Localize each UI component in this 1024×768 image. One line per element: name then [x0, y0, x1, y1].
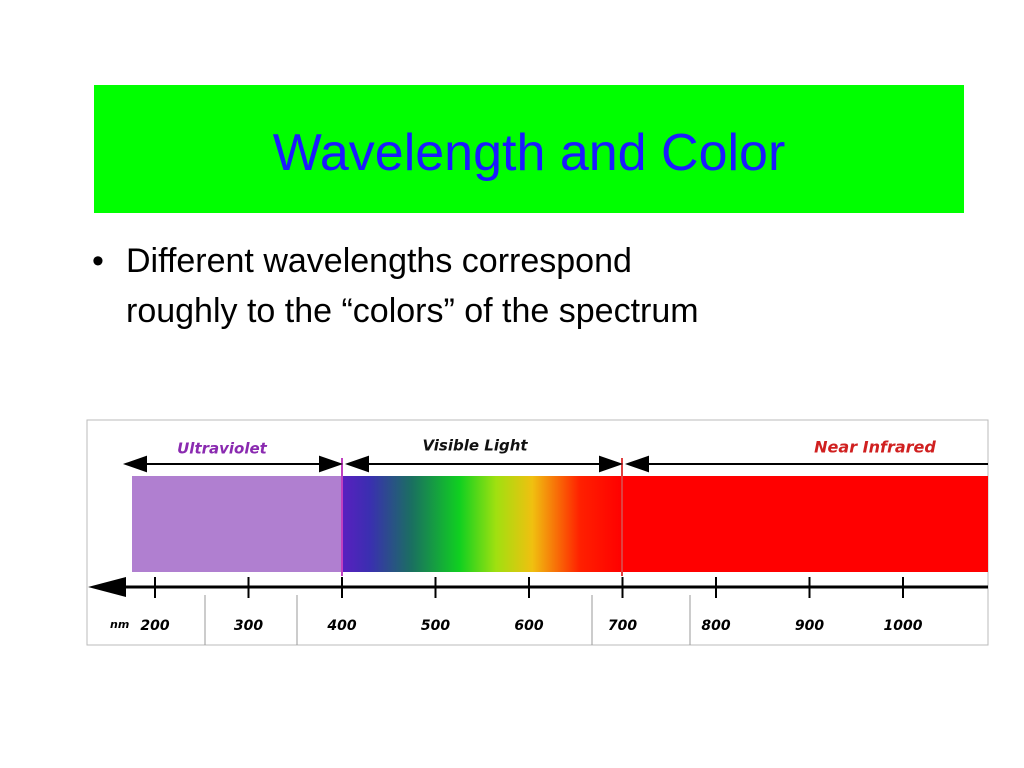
- tick-label: 1000: [884, 618, 923, 634]
- tick-label: 700: [608, 618, 637, 634]
- title-box: Wavelength and Color: [94, 85, 964, 213]
- axis-arrow: [88, 577, 126, 597]
- tick-label: 300: [234, 618, 263, 634]
- visible-band: [342, 476, 622, 572]
- region-label: Visible Light: [422, 437, 528, 455]
- separators: [204, 595, 691, 645]
- tick-label: 200: [140, 618, 169, 634]
- tick-label: 900: [795, 618, 824, 634]
- bullet-line: Different wavelengths correspond: [126, 242, 632, 280]
- tick-label: 800: [701, 618, 730, 634]
- tick-label: 600: [514, 618, 543, 634]
- region-arrows: [122, 455, 988, 473]
- ir-band: [622, 476, 988, 572]
- tick-label: 400: [326, 618, 356, 634]
- region-label: Ultraviolet: [177, 440, 268, 458]
- title: Wavelength and Color: [272, 124, 786, 182]
- bullet: • Different wavelengths correspond rough…: [92, 236, 699, 336]
- bullet-text: Different wavelengths correspond roughly…: [126, 236, 699, 336]
- bullet-dot: •: [92, 242, 104, 280]
- bullet-line: roughly to the “colors” of the spectrum: [126, 292, 699, 330]
- region-label: Near Infrared: [814, 438, 936, 457]
- uv-band: [132, 476, 342, 572]
- tick-label: 500: [421, 618, 450, 634]
- unit-label: nm: [110, 618, 129, 631]
